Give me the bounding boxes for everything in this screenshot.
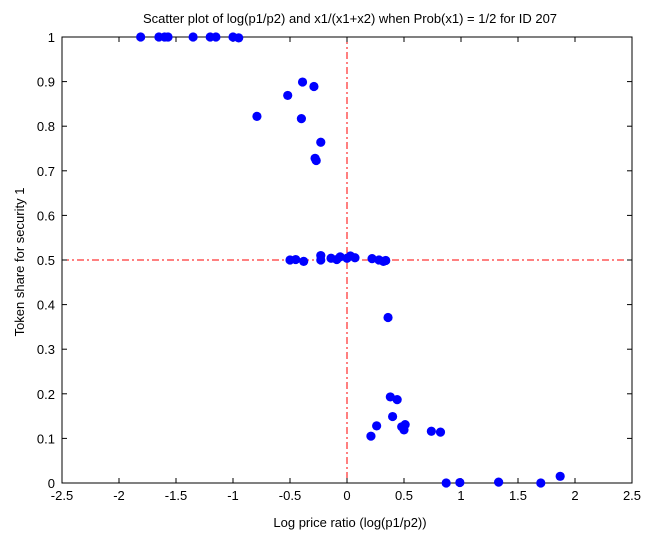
data-point <box>188 32 198 42</box>
data-point <box>494 477 504 487</box>
y-tick-label: 0.7 <box>37 164 55 179</box>
data-point <box>291 254 301 265</box>
data-point <box>400 419 410 430</box>
data-point <box>388 411 398 422</box>
y-tick-label: 0.8 <box>37 119 55 134</box>
x-tick-label: 0 <box>343 488 350 503</box>
chart-title: Scatter plot of log(p1/p2) and x1/(x1+x2… <box>143 11 557 26</box>
data-point <box>381 255 391 266</box>
data-point <box>350 253 360 263</box>
data-point <box>366 431 376 441</box>
data-point <box>136 32 146 42</box>
data-point <box>296 114 306 124</box>
data-point <box>367 254 377 264</box>
data-point <box>555 471 565 481</box>
y-tick-label: 0.6 <box>37 208 55 223</box>
x-tick-label: -2.5 <box>51 488 73 503</box>
data-points <box>136 32 565 488</box>
data-point <box>335 252 345 262</box>
x-tick-label: 2 <box>571 488 578 503</box>
data-point <box>299 256 309 266</box>
y-tick-label: 1 <box>48 30 55 45</box>
data-point <box>316 137 326 147</box>
data-point <box>536 478 546 488</box>
y-tick-label: 0 <box>48 476 55 491</box>
data-point <box>163 32 173 42</box>
data-point <box>426 426 436 436</box>
data-point <box>383 312 393 323</box>
x-axis-label: Log price ratio (log(p1/p2)) <box>273 515 426 530</box>
x-tick-label: -1 <box>227 488 239 503</box>
data-point <box>441 478 451 488</box>
x-tick-label: -2 <box>113 488 125 503</box>
x-axis-ticks: -2.5 -2 -1.5 -1 -0.5 0 0.5 1 1.5 2 2.5 <box>51 37 641 503</box>
data-point <box>211 32 221 42</box>
data-point <box>455 477 465 488</box>
y-tick-label: 0.5 <box>37 253 55 268</box>
y-tick-label: 0.2 <box>37 387 55 402</box>
data-point <box>311 155 321 166</box>
data-point <box>435 427 446 437</box>
y-tick-label: 0.1 <box>37 431 55 446</box>
x-tick-label: -1.5 <box>165 488 187 503</box>
x-tick-label: 2.5 <box>623 488 641 503</box>
data-point <box>392 394 402 405</box>
data-point <box>234 33 244 43</box>
y-tick-label: 0.3 <box>37 342 55 357</box>
x-tick-label: -0.5 <box>279 488 301 503</box>
y-axis-ticks: 0 0.1 0.2 0.3 0.4 0.5 0.6 0.7 0.8 0.9 1 <box>37 30 632 491</box>
x-tick-label: 1 <box>457 488 464 503</box>
y-tick-label: 0.4 <box>37 298 55 313</box>
data-point <box>309 81 319 92</box>
data-point <box>252 111 262 121</box>
y-axis-label: Token share for security 1 <box>12 188 27 337</box>
y-tick-label: 0.9 <box>37 75 55 90</box>
data-point <box>316 250 326 261</box>
data-point <box>297 77 308 87</box>
x-tick-label: 1.5 <box>509 488 527 503</box>
data-point <box>372 421 382 431</box>
x-tick-label: 0.5 <box>395 488 413 503</box>
data-point <box>283 90 293 101</box>
